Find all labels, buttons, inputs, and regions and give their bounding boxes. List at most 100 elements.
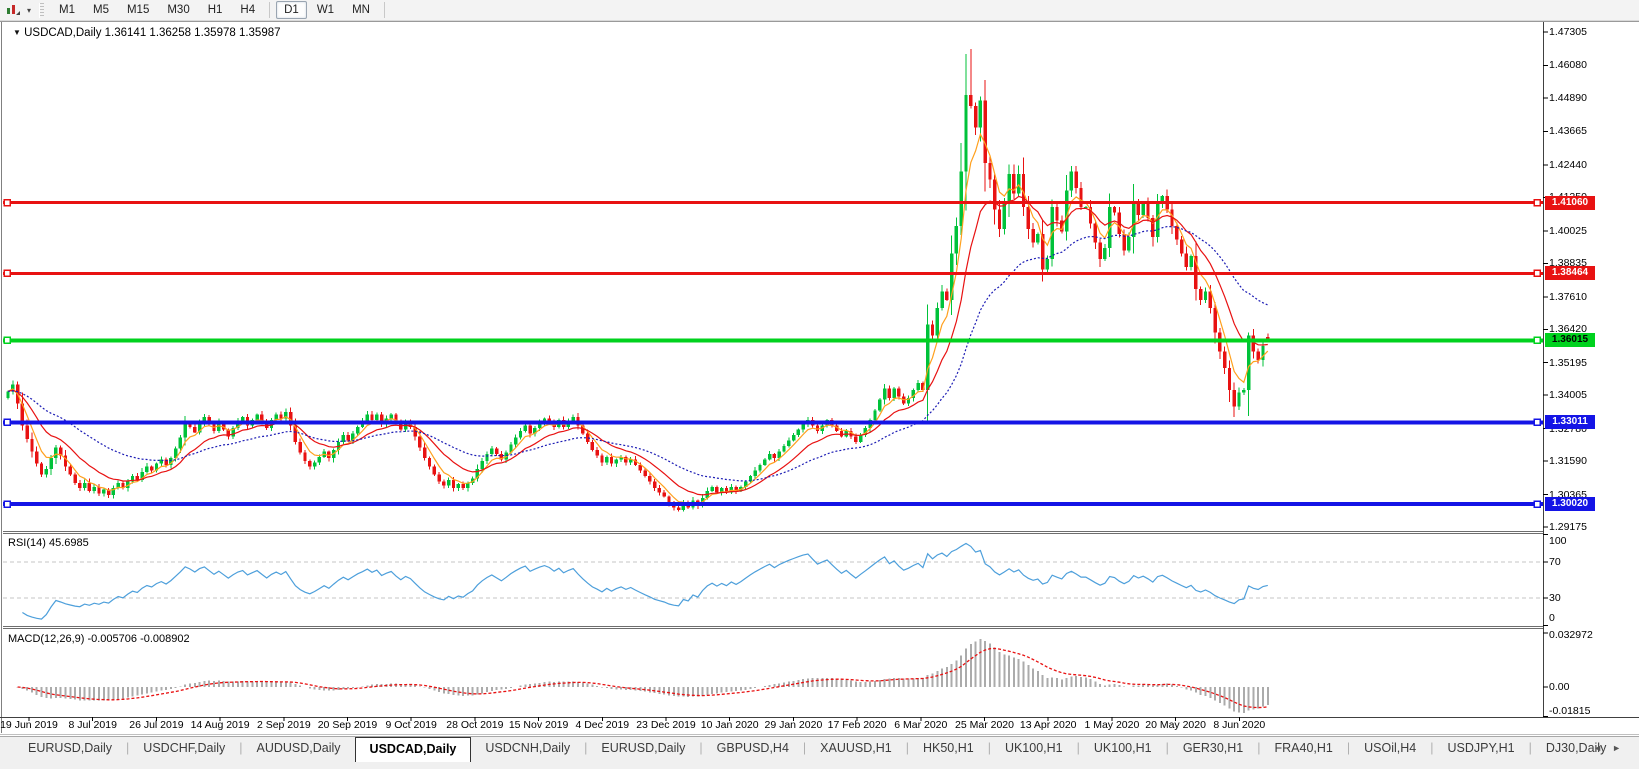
price-line-chip: 1.33011 <box>1545 415 1595 430</box>
tab-scroll-arrows: ◄► <box>1593 743 1631 753</box>
timeframe-button-d1[interactable]: D1 <box>276 1 307 19</box>
macd-histogram <box>16 639 1269 714</box>
date-tick-label: 20 Sep 2019 <box>317 719 378 731</box>
chart-symbol-label: USDCAD,Daily <box>24 27 102 39</box>
macd-tick-label: 0.00 <box>1549 681 1570 693</box>
price-tick-label: 1.34005 <box>1549 389 1587 402</box>
price-tick-label: 1.31590 <box>1549 455 1587 468</box>
chart-tab-usdchf-daily[interactable]: USDCHF,Daily <box>143 741 226 755</box>
tab-separator: | <box>802 741 807 755</box>
timeframe-button-h1[interactable]: H1 <box>207 4 223 16</box>
macd-indicator-label: MACD(12,26,9) -0.005706 -0.008902 <box>8 633 190 645</box>
chart-tab-usdcnh-daily[interactable]: USDCNH,Daily <box>485 741 571 755</box>
chart-tab-eurusd-daily[interactable]: EURUSD,Daily <box>601 741 686 755</box>
price-tick-label: 1.40025 <box>1549 224 1587 237</box>
date-tick-label: 4 Dec 2019 <box>575 719 630 731</box>
chart-tab-hk50-h1[interactable]: HK50,H1 <box>922 741 974 755</box>
timeframe-toolbar: ▾ M1 M5 M15 M30 H1 H4 D1 W1 MN <box>0 0 1639 21</box>
date-tick-label: 10 Jan 2020 <box>700 719 759 731</box>
rsi-tick-label: 70 <box>1549 555 1561 568</box>
price-tick-label: 1.47305 <box>1549 26 1587 38</box>
price-tick-label: 1.35195 <box>1549 356 1587 369</box>
date-tick-label: 8 Jul 2019 <box>68 719 117 731</box>
date-tick-label: 9 Oct 2019 <box>385 719 437 731</box>
timeframe-button-h4[interactable]: H4 <box>240 4 256 16</box>
chart-tab-usdcad-daily[interactable]: USDCAD,Daily <box>354 737 472 762</box>
chart-tools-caret-icon[interactable]: ▾ <box>26 5 31 15</box>
tab-scroll-left-icon[interactable]: ◄ <box>1593 743 1613 753</box>
price-line-chip: 1.38464 <box>1545 266 1595 281</box>
price-tick-label: 1.43665 <box>1549 125 1587 138</box>
chart-tab-bar: EURUSD,Daily | USDCHF,Daily | AUDUSD,Daily US… <box>0 736 1639 769</box>
price-line-chip: 1.36015 <box>1545 333 1595 348</box>
date-tick-label: 14 Aug 2019 <box>190 719 250 731</box>
chart-tab-uk100-h1[interactable]: UK100,H1 <box>1004 741 1063 755</box>
date-tick-label: 25 Mar 2020 <box>955 719 1014 731</box>
tab-separator: | <box>239 741 243 755</box>
date-tick-label: 15 Nov 2019 <box>508 719 569 731</box>
toolbar-separator <box>383 2 385 18</box>
date-tick-label: 8 Jun 2020 <box>1213 719 1266 731</box>
rsi-indicator-label: RSI(14) 45.6985 <box>8 537 89 549</box>
chart-tab-audusd-daily[interactable]: AUDUSD,Daily <box>256 741 341 755</box>
chart-tab-usdjpy-h1[interactable]: USDJPY,H1 <box>1447 741 1515 755</box>
tab-separator: | <box>126 741 130 755</box>
tab-separator: | <box>905 741 909 755</box>
price-tick-label: 1.37610 <box>1549 290 1587 303</box>
date-tick-label: 6 Mar 2020 <box>894 719 948 731</box>
chart-tab-fra40-h1[interactable]: FRA40,H1 <box>1274 741 1333 755</box>
timeframe-button-m5[interactable]: M5 <box>92 4 109 16</box>
timeframe-button-w1[interactable]: W1 <box>316 4 335 16</box>
chart-tab-ger30-h1[interactable]: GER30,H1 <box>1182 741 1244 755</box>
date-tick-label: 26 Jul 2019 <box>129 719 184 731</box>
date-tick-label: 13 Apr 2020 <box>1019 719 1077 731</box>
rsi-line <box>22 542 1268 620</box>
tab-separator: | <box>1346 741 1351 755</box>
ma-34-line <box>7 226 1269 482</box>
chart-title: ▼ USDCAD,Daily 1.36141 1.36258 1.35978 1… <box>13 27 281 39</box>
tab-separator: | <box>1257 741 1261 755</box>
timeframe-button-mn[interactable]: MN <box>352 4 370 16</box>
ma-13-line <box>7 195 1268 496</box>
tab-scroll-right-icon[interactable]: ► <box>1612 743 1631 753</box>
date-tick-label: 1 May 2020 <box>1084 719 1140 731</box>
price-line-chip: 1.30020 <box>1545 497 1595 512</box>
toolbar-separator <box>269 2 271 18</box>
date-tick-label: 2 Sep 2019 <box>256 719 311 731</box>
price-tick-label: 1.44890 <box>1549 91 1587 104</box>
chart-tabs: EURUSD,Daily | USDCHF,Daily | AUDUSD,Daily US… <box>14 737 1620 762</box>
price-tick-label: 1.42440 <box>1549 158 1587 171</box>
chart-ohlc-values: 1.36141 1.36258 1.35978 1.35987 <box>104 27 281 39</box>
chart-tab-usoil-h4[interactable]: USOil,H4 <box>1364 741 1417 755</box>
date-tick-label: 20 May 2020 <box>1145 719 1206 731</box>
chart-tab-dj30-daily[interactable]: DJ30,Daily <box>1545 741 1607 755</box>
date-tick-label: 19 Jun 2019 <box>0 719 58 731</box>
tab-separator: | <box>1165 741 1169 755</box>
ma-5-line <box>7 132 1269 505</box>
price-tick-label: 1.46080 <box>1549 59 1587 72</box>
price-tick-label: 1.29175 <box>1549 521 1587 534</box>
tab-separator: | <box>1528 741 1532 755</box>
chart-menu-caret-icon[interactable]: ▼ <box>13 28 21 37</box>
macd-signal-line <box>17 647 1268 709</box>
timeframe-button-m1[interactable]: M1 <box>59 4 75 16</box>
price-line-chip: 1.41060 <box>1545 195 1595 210</box>
timeframe-button-m30[interactable]: M30 <box>167 4 190 16</box>
date-tick-label: 23 Dec 2019 <box>636 719 696 731</box>
toolbar-grip[interactable] <box>39 2 44 18</box>
chart-tab-eurusd-daily[interactable]: EURUSD,Daily <box>28 741 113 755</box>
rsi-tick-label: 0 <box>1549 612 1555 624</box>
macd-tick-label: -0.01815 <box>1549 705 1591 717</box>
chart-tab-uk100-h1[interactable]: UK100,H1 <box>1093 741 1152 755</box>
date-tick-label: 28 Oct 2019 <box>446 719 504 731</box>
chart-tab-gbpusd-h4[interactable]: GBPUSD,H4 <box>716 741 789 755</box>
timeframe-button-m15[interactable]: M15 <box>126 4 150 16</box>
chart-tab-xauusd-h1[interactable]: XAUUSD,H1 <box>820 741 892 755</box>
chart-tools-icon[interactable] <box>3 2 23 19</box>
date-tick-label: 17 Feb 2020 <box>827 719 887 731</box>
timeframe-buttons: M1 M5 M15 M30 H1 H4 D1 W1 MN <box>50 1 390 19</box>
tab-separator: | <box>987 741 991 755</box>
tab-separator: | <box>699 741 703 755</box>
rsi-tick-label: 100 <box>1549 535 1567 547</box>
